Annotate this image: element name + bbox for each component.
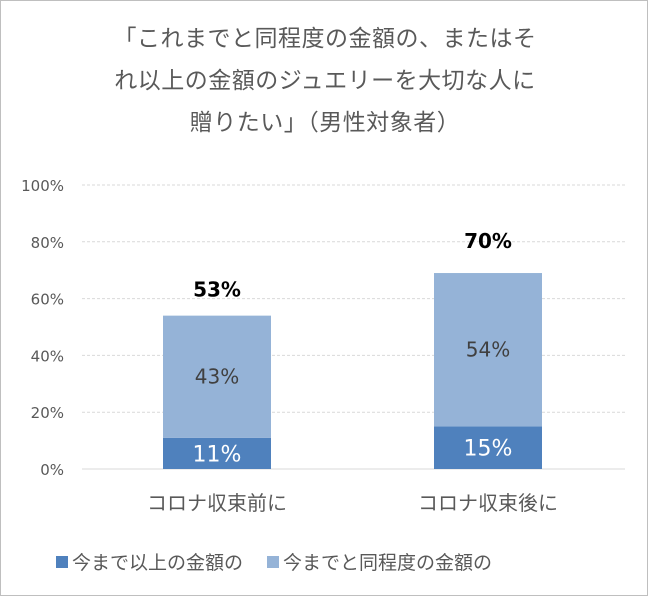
bar-segment bbox=[434, 426, 542, 469]
x-category-label: コロナ収束前に bbox=[147, 491, 287, 515]
total-label: 53% bbox=[193, 277, 241, 301]
y-tick-label: 20% bbox=[31, 404, 64, 422]
legend-label: 今まで以上の金額の bbox=[72, 552, 244, 574]
data-label: 43% bbox=[195, 365, 239, 389]
bar-segment bbox=[163, 437, 271, 469]
data-label: 15% bbox=[464, 437, 513, 462]
chart-title-line: 贈りたい」（男性対象者） bbox=[189, 110, 461, 136]
legend-item-series-1: 今までと同程度の金額の bbox=[267, 548, 492, 575]
legend: 今まで以上の金額の 今までと同程度の金額の bbox=[56, 548, 516, 575]
bar-segment bbox=[163, 315, 271, 438]
chart-title-line: れ以上の金額のジュエリーを大切な人に bbox=[114, 68, 536, 94]
legend-swatch bbox=[56, 555, 68, 568]
legend-swatch bbox=[267, 555, 280, 568]
legend-label: 今までと同程度の金額の bbox=[283, 552, 493, 574]
y-tick-label: 100% bbox=[21, 177, 64, 195]
data-label: 54% bbox=[466, 338, 510, 362]
y-tick-label: 0% bbox=[40, 461, 64, 479]
x-category-label: コロナ収束後に bbox=[418, 491, 558, 515]
data-label: 11% bbox=[193, 442, 242, 467]
total-label: 70% bbox=[464, 229, 512, 253]
y-tick-label: 40% bbox=[31, 347, 64, 365]
legend-item-series-0: 今まで以上の金額の bbox=[56, 548, 243, 575]
chart-title: 「これまでと同程度の金額の、またはそ れ以上の金額のジュエリーを大切な人に 贈り… bbox=[40, 18, 610, 144]
chart-title-line: 「これまでと同程度の金額の、またはそ bbox=[113, 26, 537, 52]
y-tick-label: 60% bbox=[31, 291, 64, 309]
bar-segment bbox=[434, 273, 542, 427]
y-tick-label: 80% bbox=[31, 234, 64, 252]
